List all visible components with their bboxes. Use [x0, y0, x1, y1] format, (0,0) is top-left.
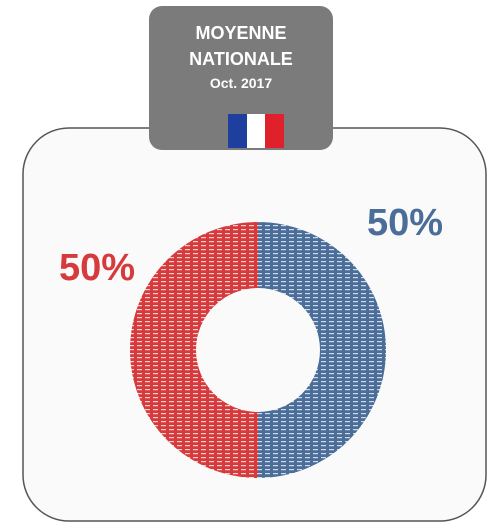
- chart-title: MOYENNE NATIONALE: [189, 23, 293, 69]
- slice: [258, 222, 386, 478]
- value-label: 50%: [59, 247, 135, 289]
- value-label: 50%: [367, 202, 443, 244]
- slice: [130, 222, 258, 478]
- header-box: MOYENNE NATIONALE Oct. 2017: [149, 6, 333, 150]
- chart-subtitle: Oct. 2017: [209, 75, 273, 91]
- flag: [228, 114, 285, 148]
